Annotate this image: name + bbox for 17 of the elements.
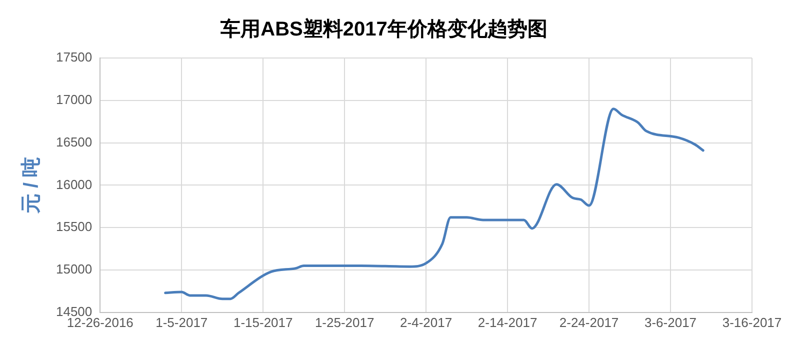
line-series	[164, 108, 704, 300]
x-tick-label: 2-24-2017	[559, 314, 619, 330]
y-axis-title: 元 / 吨	[20, 156, 43, 215]
x-tick-label: 3-16-2017	[722, 314, 782, 330]
y-tick-label: 16000	[56, 176, 92, 192]
y-tick-label: 15500	[56, 219, 92, 234]
chart-title: 车用ABS塑料2017年价格变化趋势图	[220, 18, 548, 41]
x-tick-label: 2-14-2017	[478, 314, 538, 330]
y-tick-label: 16500	[56, 134, 92, 150]
x-tick-label: 2-4-2017	[400, 314, 452, 330]
y-tick-label: 17500	[56, 50, 92, 65]
y-tick-label: 17000	[56, 92, 92, 107]
x-tick-label: 1-15-2017	[233, 314, 293, 330]
x-tick-label: 3-6-2017	[644, 314, 697, 330]
x-tick-label: 1-25-2017	[314, 314, 374, 330]
x-tick-label: 1-5-2017	[156, 314, 208, 330]
y-tick-label: 15000	[56, 262, 92, 277]
